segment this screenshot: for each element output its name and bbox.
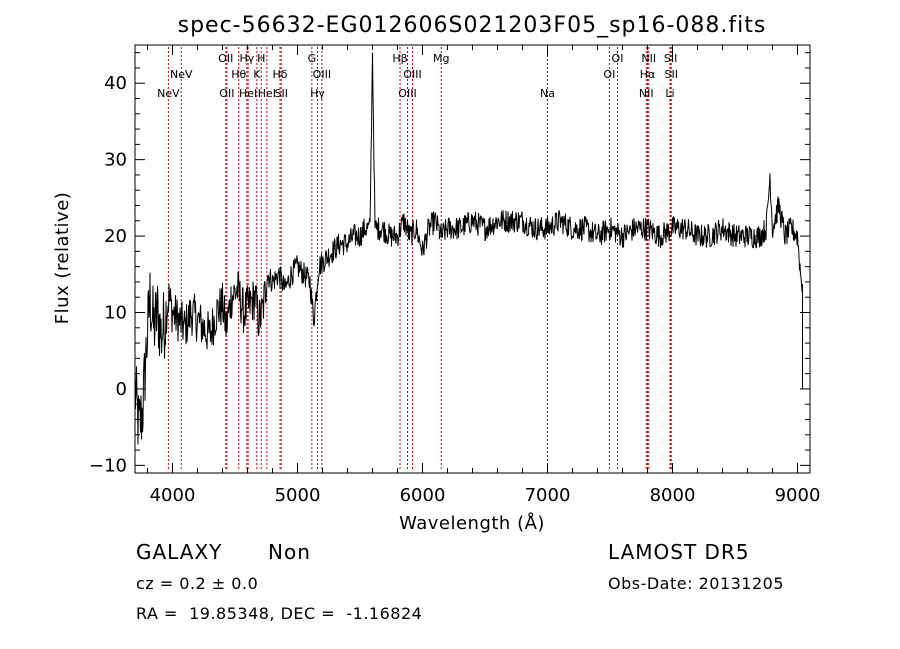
line-marker-label: Hα (640, 68, 656, 81)
object-subclass: Non (268, 540, 311, 564)
line-markers (167, 47, 672, 471)
redshift-readout: cz = 0.2 ± 0.0 (136, 574, 259, 593)
y-tick-label: 40 (104, 73, 127, 94)
object-class: GALAXY (136, 540, 223, 564)
line-marker-label: OII (218, 52, 233, 65)
observation-date: Obs-Date: 20131205 (608, 574, 785, 593)
plot-frame (134, 44, 811, 474)
line-marker-label: G (308, 52, 317, 65)
y-tick-label: 0 (116, 379, 127, 400)
x-tick-label: 4000 (150, 485, 196, 506)
line-marker-label: OIII (313, 68, 331, 81)
line-marker-label: HeI (239, 87, 257, 100)
x-tick-label: 9000 (775, 485, 821, 506)
line-marker-label: NII (639, 87, 654, 100)
line-marker-label: Hγ (310, 87, 325, 100)
line-marker-label: OII (219, 87, 234, 100)
line-marker-label: HeI (258, 87, 276, 100)
line-marker-labels: NeV NeV OII OII Hθ Hγ HeI KH HeI Hδ SII G OIII Hγ Hβ OI… (157, 52, 678, 100)
x-tick-label: 7000 (525, 485, 571, 506)
line-marker-label: SII (275, 87, 288, 100)
line-marker-label: NII (641, 52, 656, 65)
y-tick-label: −10 (89, 455, 127, 476)
y-tick-label: 20 (104, 226, 127, 247)
spectrum-line (134, 52, 803, 445)
line-marker-label: OI (612, 52, 624, 65)
y-axis-label: Flux (relative) (52, 192, 73, 325)
line-marker-label: OIII (403, 68, 421, 81)
line-marker-label: Hθ (231, 68, 246, 81)
coordinates-readout: RA = 19.85348, DEC = -1.16824 (136, 604, 423, 623)
x-axis-ticks: 4000 5000 6000 7000 8000 9000 (147, 45, 821, 506)
line-marker-label: SII (664, 52, 677, 65)
y-axis-ticks: −10 0 10 20 30 40 (89, 52, 810, 476)
line-marker-label: Li (665, 87, 674, 100)
line-marker-label: K (253, 68, 261, 81)
y-tick-label: 10 (104, 303, 127, 324)
survey-label: LAMOST DR5 (608, 540, 750, 564)
line-marker-label: OIII (398, 87, 416, 100)
line-marker-label: Hδ (272, 68, 287, 81)
line-marker-label: Na (540, 87, 555, 100)
line-marker-label: H (257, 52, 265, 65)
x-tick-label: 8000 (650, 485, 696, 506)
line-marker-label: Hγ (239, 52, 254, 65)
line-marker-label: Mg (433, 52, 449, 65)
line-marker-label: SII (665, 68, 678, 81)
line-marker-label: NeV (157, 87, 180, 100)
x-tick-label: 5000 (275, 485, 321, 506)
y-tick-label: 30 (104, 150, 127, 171)
line-marker-label: OI (603, 68, 615, 81)
chart-title: spec-56632-EG012606S021203F05_sp16-088.f… (178, 13, 767, 38)
x-tick-label: 6000 (400, 485, 446, 506)
line-marker-label: NeV (170, 68, 193, 81)
line-marker-label: Hβ (392, 52, 407, 65)
x-axis-label: Wavelength (Å) (399, 512, 545, 534)
